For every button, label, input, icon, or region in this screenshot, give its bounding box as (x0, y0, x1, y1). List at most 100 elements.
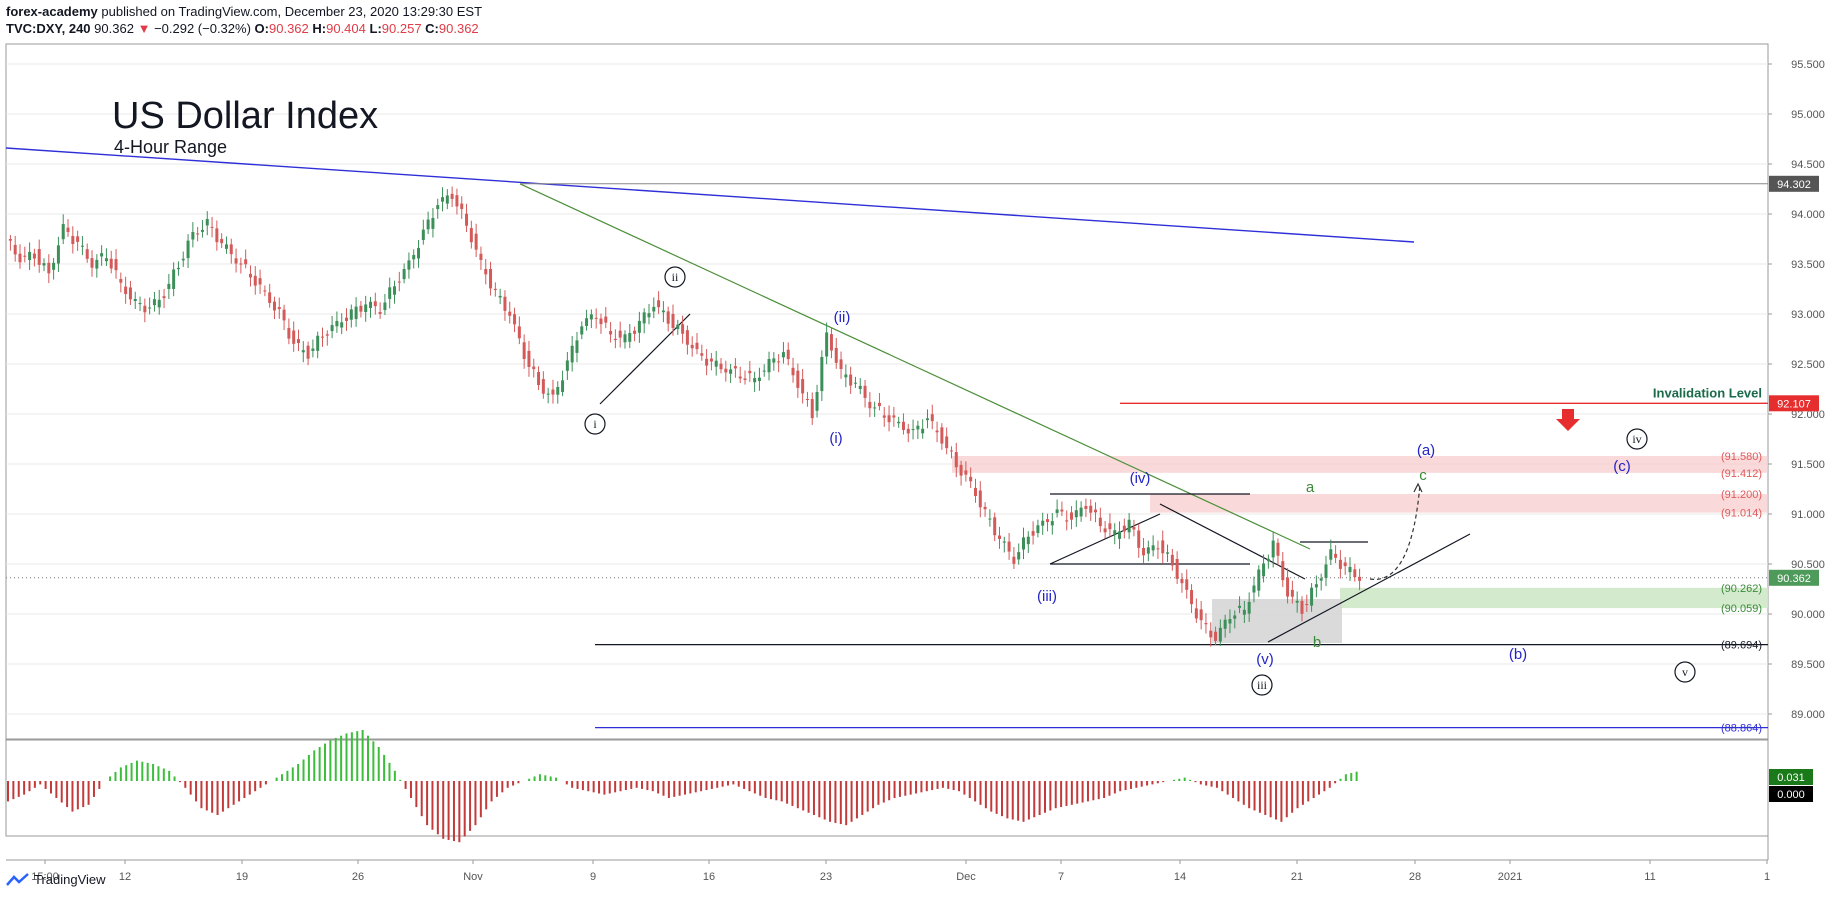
candle-body (191, 232, 195, 240)
candle-body (172, 269, 176, 289)
level-label: (88.864) (1721, 723, 1762, 735)
candle-body (479, 253, 483, 260)
candle-body (1122, 525, 1126, 532)
candle-body (1290, 589, 1294, 597)
resistance-zone-upper (952, 456, 1768, 473)
candle-body (32, 253, 36, 259)
candle-body (441, 197, 445, 202)
publisher-name[interactable]: forex-academy (6, 4, 98, 19)
candle-body (114, 259, 118, 271)
last-price: 90.362 (94, 21, 134, 36)
price-tag-label: 90.362 (1777, 573, 1811, 585)
wave-circled-label: i (593, 417, 597, 431)
candle-body (1233, 615, 1237, 619)
annotations-layer: (91.580) (91.412) (91.200) (91.014) (90.262)… (584, 266, 1762, 735)
oscillator-tag (1769, 769, 1813, 785)
candle-body (1007, 541, 1011, 552)
candle-body (316, 335, 320, 351)
high-label: H: (312, 21, 327, 36)
candle-body (325, 334, 329, 336)
candle-body (705, 358, 709, 366)
candle-body (762, 370, 766, 372)
candle-body (1065, 520, 1069, 522)
candle-body (1175, 559, 1179, 579)
candle-body (1060, 509, 1064, 512)
candle-body (1180, 578, 1184, 584)
candle-body (1151, 545, 1155, 551)
candle-body (613, 338, 617, 341)
candle-body (1252, 585, 1256, 593)
candle-body (1204, 623, 1208, 625)
candle-body (652, 306, 656, 312)
candle-body (13, 244, 17, 255)
price-axis[interactable]: 95.500 95.000 94.500 94.000 93.500 93.000 92.5… (1768, 59, 1825, 802)
candle-body (66, 227, 70, 232)
candle-body (474, 233, 478, 250)
tradingview-icon (6, 872, 29, 886)
candle-body (1295, 600, 1299, 603)
candle-body (340, 322, 344, 328)
candle-body (1305, 604, 1309, 606)
y-tick-label: 92.000 (1791, 409, 1825, 421)
candle-body (1266, 558, 1270, 562)
candle-body (714, 360, 718, 367)
wave-green-label: a (1306, 479, 1315, 496)
high-value: 90.404 (326, 21, 366, 36)
candle-body (287, 327, 291, 339)
candle-body (1324, 564, 1328, 578)
candle-body (28, 251, 32, 261)
wave-circle (1674, 661, 1696, 683)
candle-body (561, 380, 565, 392)
down-arrow-icon: ▼ (137, 21, 151, 36)
candle-body (916, 425, 920, 430)
candle-body (1286, 577, 1290, 597)
candle-body (743, 378, 747, 380)
candle-body (8, 239, 12, 241)
candle-body (484, 268, 488, 275)
gray-box (1212, 599, 1342, 643)
candle-body (767, 359, 771, 373)
x-tick-label: 14 (1174, 871, 1186, 883)
y-tick-label: 95.000 (1791, 109, 1825, 121)
candle-body (637, 320, 641, 333)
candle-body (1194, 608, 1198, 619)
candle-body (1156, 548, 1160, 550)
symbol-label[interactable]: TVC:DXY, 240 (6, 21, 91, 36)
wave-blue-label: (b) (1509, 646, 1527, 663)
candle-body (52, 262, 56, 270)
candle-body (973, 487, 977, 497)
candle-body (200, 229, 204, 232)
level-label: (90.059) (1721, 603, 1762, 615)
time-axis[interactable]: 15:00 12 19 26 Nov 9 16 23 Dec 7 14 21 28 2021 11 1 (31, 860, 1770, 883)
candle-body (426, 219, 430, 230)
candle-body (599, 318, 603, 325)
candle-body (1127, 519, 1131, 533)
candle-body (585, 318, 589, 326)
x-tick-label: 26 (352, 871, 364, 883)
wave-green-label: c (1419, 467, 1427, 484)
projected-path (1369, 483, 1421, 580)
candle-body (868, 401, 872, 409)
y-tick-label: 95.500 (1791, 59, 1825, 71)
candle-body (594, 317, 598, 319)
candle-body (633, 330, 637, 334)
invalidation-label: Invalidation Level (1653, 385, 1762, 400)
candle-body (935, 430, 939, 433)
price-tag (1769, 175, 1819, 192)
candle-body (964, 470, 968, 475)
candle-body (1094, 509, 1098, 513)
candle-body (292, 330, 296, 344)
candle-body (224, 244, 228, 249)
candle-body (690, 344, 694, 349)
candle-body (796, 370, 800, 388)
candle-body (359, 305, 363, 312)
candle-body (666, 311, 670, 324)
triangle-diag-2 (1159, 503, 1306, 580)
tradingview-logo[interactable]: TradingView (6, 872, 106, 887)
y-tick-label: 91.500 (1791, 459, 1825, 471)
level-label: (91.580) (1721, 451, 1762, 463)
candle-body (777, 361, 781, 363)
candle-body (268, 292, 272, 303)
y-tick-label: 90.000 (1791, 609, 1825, 621)
